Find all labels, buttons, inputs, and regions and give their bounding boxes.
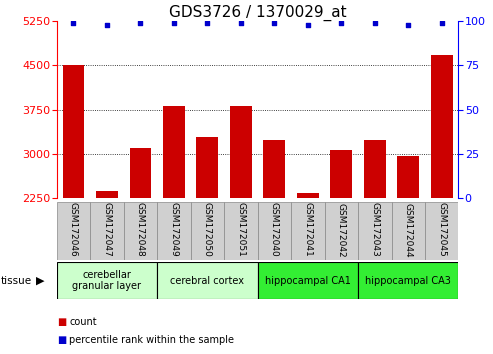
Point	[304, 22, 312, 28]
Point	[204, 20, 211, 26]
Bar	[391, 202, 425, 260]
Text: GSM172048: GSM172048	[136, 202, 145, 257]
Bar	[57, 262, 157, 299]
Title: GDS3726 / 1370029_at: GDS3726 / 1370029_at	[169, 5, 347, 21]
Bar	[90, 202, 124, 260]
Point	[438, 20, 446, 26]
Text: hippocampal CA1: hippocampal CA1	[265, 275, 351, 286]
Text: tissue: tissue	[1, 275, 32, 286]
Text: GSM172046: GSM172046	[69, 202, 78, 257]
Text: ▶: ▶	[35, 275, 44, 286]
Bar	[397, 156, 419, 198]
Text: GSM172045: GSM172045	[437, 202, 446, 257]
Bar	[358, 202, 391, 260]
Bar	[191, 202, 224, 260]
Text: GSM172044: GSM172044	[404, 202, 413, 257]
Point	[237, 20, 245, 26]
Text: count: count	[69, 317, 97, 327]
Text: GSM172043: GSM172043	[370, 202, 379, 257]
Text: GSM172047: GSM172047	[103, 202, 111, 257]
Bar	[358, 262, 458, 299]
Text: GSM172050: GSM172050	[203, 202, 212, 257]
Point	[170, 20, 178, 26]
Text: hippocampal CA3: hippocampal CA3	[365, 275, 451, 286]
Bar	[425, 202, 458, 260]
Point	[404, 22, 412, 28]
Point	[103, 22, 111, 28]
Bar	[157, 262, 258, 299]
Bar	[291, 202, 324, 260]
Bar	[364, 140, 386, 198]
Point	[137, 20, 144, 26]
Bar	[324, 202, 358, 260]
Text: GSM172042: GSM172042	[337, 202, 346, 257]
Bar	[263, 140, 285, 198]
Text: GSM172051: GSM172051	[236, 202, 246, 257]
Bar	[157, 202, 191, 260]
Point	[270, 20, 278, 26]
Bar	[124, 202, 157, 260]
Text: GSM172040: GSM172040	[270, 202, 279, 257]
Bar	[96, 190, 118, 198]
Text: GSM172049: GSM172049	[170, 202, 178, 257]
Bar	[297, 193, 318, 198]
Text: percentile rank within the sample: percentile rank within the sample	[69, 335, 234, 345]
Bar	[163, 105, 185, 198]
Bar	[230, 105, 252, 198]
Text: ■: ■	[57, 317, 66, 327]
Text: cerebellar
granular layer: cerebellar granular layer	[72, 270, 141, 291]
Bar	[130, 148, 151, 198]
Bar	[63, 65, 84, 198]
Bar	[57, 202, 90, 260]
Point	[70, 20, 77, 26]
Text: cerebral cortex: cerebral cortex	[171, 275, 245, 286]
Text: ■: ■	[57, 335, 66, 345]
Bar	[258, 262, 358, 299]
Text: GSM172041: GSM172041	[303, 202, 313, 257]
Bar	[431, 55, 453, 198]
Bar	[224, 202, 257, 260]
Bar	[258, 202, 291, 260]
Point	[337, 20, 345, 26]
Bar	[197, 137, 218, 198]
Point	[371, 20, 379, 26]
Bar	[330, 150, 352, 198]
